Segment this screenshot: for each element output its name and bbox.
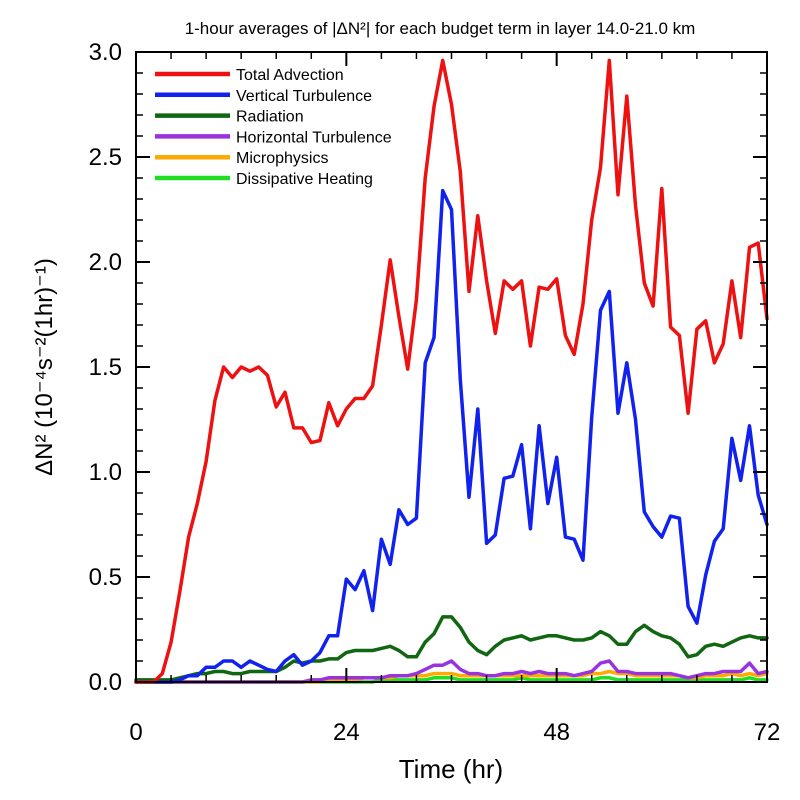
y-tick-label: 1.5 bbox=[89, 354, 122, 381]
legend-label-microphysics: Microphysics bbox=[236, 150, 328, 167]
plot-frame bbox=[135, 51, 768, 683]
x-tick-label: 0 bbox=[129, 719, 142, 746]
legend-label-vertical-turbulence: Vertical Turbulence bbox=[236, 88, 372, 105]
legend-label-total-advection: Total Advection bbox=[236, 67, 344, 84]
x-tick-label: 24 bbox=[333, 719, 360, 746]
series-line-vertical-turbulence bbox=[134, 188, 769, 684]
x-tick-label: 48 bbox=[543, 719, 570, 746]
series-line-radiation bbox=[134, 615, 769, 682]
y-tick-label: 3.0 bbox=[89, 39, 122, 66]
legend-label-dissipative-heating: Dissipative Heating bbox=[236, 171, 373, 188]
series-line-total-advection bbox=[134, 58, 769, 684]
legend-label-radiation: Radiation bbox=[236, 109, 304, 126]
y-tick-label: 0.5 bbox=[89, 564, 122, 591]
legend-label-horizontal-turbulence: Horizontal Turbulence bbox=[236, 129, 392, 146]
y-tick-label: 2.5 bbox=[89, 144, 122, 171]
y-tick-label: 2.0 bbox=[89, 249, 122, 276]
chart-title: 1-hour averages of |ΔN²| for each budget… bbox=[185, 19, 696, 38]
x-tick-label: 72 bbox=[754, 719, 781, 746]
axis-ticks: 0 24 48 72 0.0 0.5 1.0 1.5 2.0 2.5 3.0 bbox=[89, 39, 781, 746]
y-tick-label: 1.0 bbox=[89, 459, 122, 486]
x-axis-label: Time (hr) bbox=[399, 754, 503, 784]
y-axis-label: ΔN² (10⁻⁴s⁻²(1hr)⁻¹) bbox=[31, 258, 58, 476]
legend: Total Advection Vertical Turbulence Radiat… bbox=[155, 67, 392, 188]
y-tick-label: 0.0 bbox=[89, 669, 122, 696]
